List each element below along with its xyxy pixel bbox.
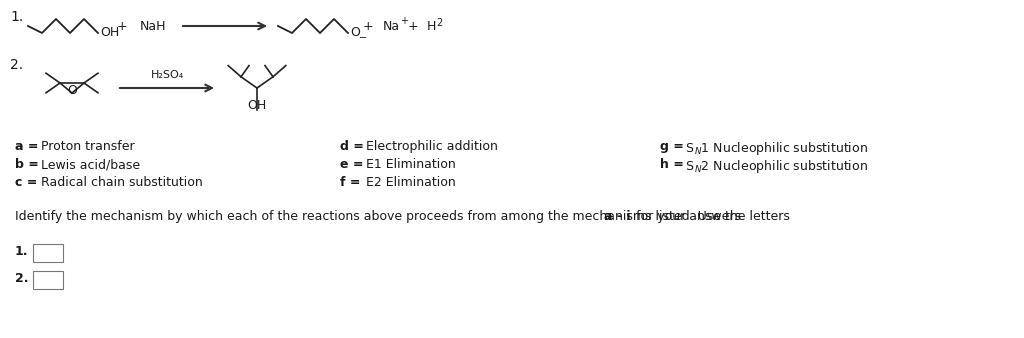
Text: e =: e = (340, 158, 364, 171)
Bar (33, 244, 63, 262)
Text: OH: OH (100, 26, 119, 40)
Text: 2.: 2. (10, 58, 24, 72)
Text: NaH: NaH (140, 20, 167, 32)
Text: a - i: a - i (604, 210, 631, 223)
Text: S$_N$1 Nucleophilic substitution: S$_N$1 Nucleophilic substitution (682, 140, 868, 157)
Bar (33, 271, 63, 289)
Text: 2.: 2. (15, 272, 29, 285)
Text: Lewis acid/base: Lewis acid/base (37, 158, 140, 171)
Text: O: O (350, 26, 359, 40)
Text: O: O (67, 84, 77, 97)
Text: +: + (117, 20, 127, 32)
Text: a =: a = (15, 140, 39, 153)
Text: 2: 2 (436, 18, 442, 28)
Text: Proton transfer: Proton transfer (37, 140, 134, 153)
Text: E1 Elimination: E1 Elimination (362, 158, 456, 171)
Text: E2 Elimination: E2 Elimination (362, 176, 456, 189)
Text: f =: f = (340, 176, 360, 189)
Text: +: + (362, 20, 374, 32)
Text: S$_N$2 Nucleophilic substitution: S$_N$2 Nucleophilic substitution (682, 158, 868, 175)
Text: for your answers.: for your answers. (632, 210, 745, 223)
Text: Na: Na (383, 20, 400, 32)
Text: H: H (427, 20, 436, 32)
Text: d =: d = (340, 140, 364, 153)
Text: +: + (400, 16, 408, 26)
Text: H₂SO₄: H₂SO₄ (151, 70, 183, 80)
Text: 1.: 1. (15, 245, 29, 258)
Text: Electrophilic addition: Electrophilic addition (362, 140, 498, 153)
Text: Radical chain substitution: Radical chain substitution (37, 176, 203, 189)
Text: h =: h = (660, 158, 684, 171)
Text: OH: OH (248, 99, 266, 112)
Text: c =: c = (15, 176, 37, 189)
Text: Identify the mechanism by which each of the reactions above proceeds from among : Identify the mechanism by which each of … (15, 210, 794, 223)
Text: +: + (408, 20, 419, 32)
Text: g =: g = (660, 140, 684, 153)
Text: −: − (359, 33, 368, 43)
Text: 1.: 1. (10, 10, 24, 24)
Text: b =: b = (15, 158, 39, 171)
